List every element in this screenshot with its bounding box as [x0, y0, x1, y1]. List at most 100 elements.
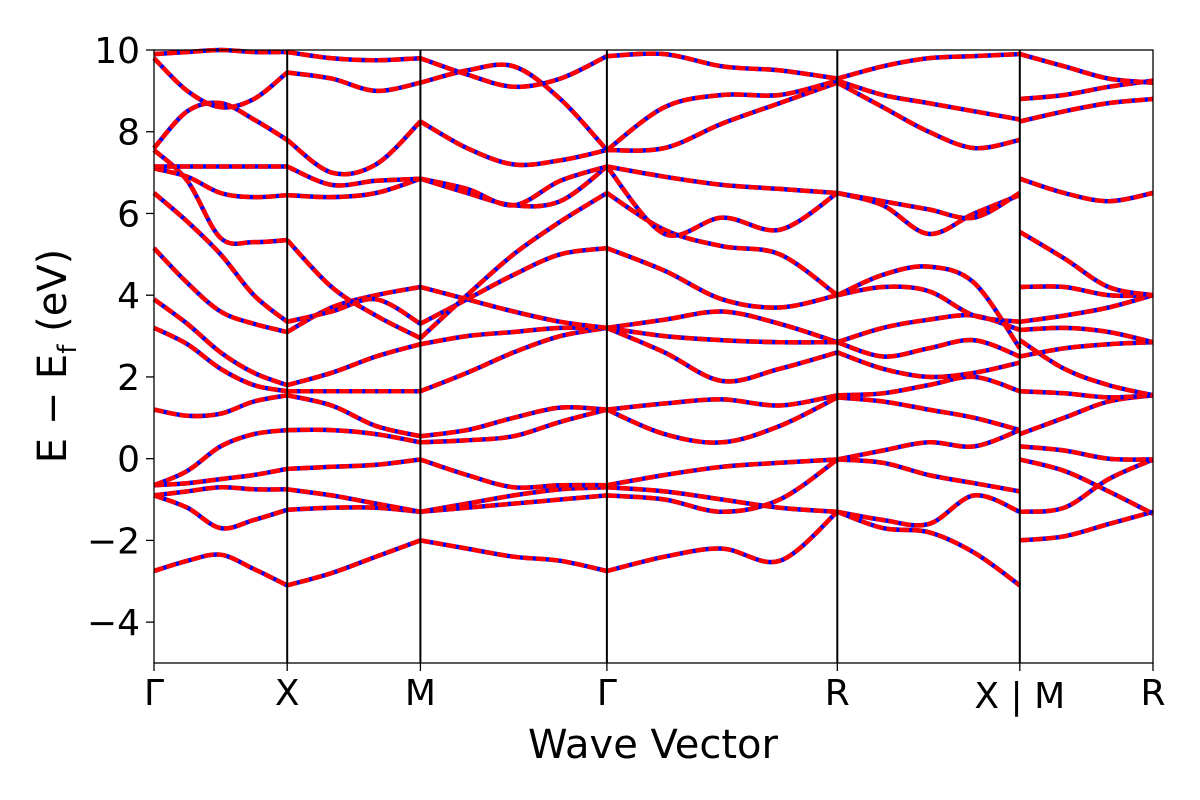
- band-13-segment-3-a: [606, 80, 839, 153]
- band-11-segment-0-a: [153, 166, 288, 200]
- band-11-segment-5-a: [1018, 229, 1154, 298]
- band-9-segment-3-a: [606, 246, 838, 310]
- band-14-segment-3-a: [605, 78, 838, 152]
- band-13-segment-0-a: [152, 100, 289, 150]
- band-1-segment-2-a: [420, 493, 608, 515]
- band-6-segment-4-a: [836, 350, 1021, 380]
- y-tick-label-3: 2: [117, 358, 140, 399]
- band-0-segment-5-b: [1019, 509, 1154, 543]
- band-14-segment-4-a: [836, 78, 1021, 122]
- band-13-segment-4-a: [836, 80, 1021, 151]
- band-12-segment-3-b: [605, 165, 839, 238]
- band-5-segment-3-a: [606, 393, 838, 412]
- band-10-segment-0-a: [152, 148, 288, 246]
- x-axis-ticks: Γ X M Γ R X | M R: [144, 663, 1166, 717]
- band-lines: [152, 47, 1155, 588]
- band-13-segment-1-b: [285, 119, 422, 177]
- x-tick-label-0: Γ: [144, 673, 164, 714]
- band-8-segment-2-a: [419, 284, 608, 331]
- band-8-segment-4-a: [836, 312, 1021, 345]
- band-6-segment-3-b: [606, 325, 838, 384]
- band-7-segment-2-a: [420, 325, 607, 347]
- band-2-segment-4-a: [837, 457, 1021, 494]
- band-13-segment-2-b: [419, 119, 608, 168]
- band-4-segment-1-a: [287, 427, 421, 445]
- x-tick-label-5: X | M: [974, 676, 1065, 717]
- band-0-segment-1-a: [286, 538, 422, 588]
- x-tick-label-6: R: [1140, 673, 1165, 714]
- band-7-segment-1-a: [286, 342, 422, 388]
- band-12-segment-1-a: [286, 164, 421, 188]
- band-3-segment-2-a: [419, 457, 607, 490]
- band-9-segment-0-a: [152, 191, 289, 324]
- band-15-segment-5-a: [1019, 51, 1154, 85]
- band-11-segment-1-a: [287, 176, 422, 200]
- y-tick-label-6: 8: [117, 113, 140, 154]
- band-10-segment-5-a: [1019, 284, 1154, 299]
- band-10-segment-2-b: [418, 191, 609, 340]
- band-1-segment-0-a: [153, 493, 288, 531]
- band-2-segment-5-a: [1019, 457, 1155, 516]
- band-2-segment-2-a: [420, 485, 607, 515]
- band-6-segment-5-a: [1018, 338, 1154, 398]
- band-10-segment-2-a: [418, 191, 609, 340]
- band-8-segment-5-a: [1019, 325, 1154, 345]
- band-6-segment-2-a: [419, 325, 608, 394]
- x-axis-label: Wave Vector: [528, 722, 779, 768]
- band-13-segment-5-a: [1019, 96, 1154, 124]
- band-3-segment-1-a: [287, 457, 421, 472]
- y-tick-label-5: 6: [117, 194, 140, 235]
- band-0-segment-5-a: [1019, 509, 1154, 543]
- band-3-segment-5-a: [1019, 444, 1154, 462]
- plot-frame: [153, 49, 1154, 664]
- band-3-segment-4-a: [836, 427, 1021, 462]
- band-3-segment-0-a: [153, 466, 288, 488]
- band-5-segment-1-a: [286, 393, 421, 439]
- band-15-segment-4-a: [836, 51, 1020, 81]
- band-13-segment-1-a: [285, 119, 422, 177]
- y-axis-ticks: −4 −2 0 2 4 6 8 10: [87, 31, 154, 644]
- band-8-segment-0-a: [152, 246, 288, 335]
- band-5-segment-4-a: [837, 374, 1021, 398]
- band-12-segment-4-a: [836, 190, 1021, 221]
- x-tick-label-2: M: [405, 673, 436, 714]
- high-symmetry-lines: [286, 50, 1021, 663]
- band-7-segment-3-a: [606, 309, 838, 345]
- band-13-segment-2-a: [419, 119, 608, 168]
- band-12-segment-2-a: [419, 164, 608, 208]
- band-4-segment-3-a: [606, 395, 839, 445]
- band-10-segment-4-a: [836, 264, 1022, 350]
- band-12-segment-3-a: [605, 165, 839, 238]
- band-1-segment-3-a: [606, 457, 839, 515]
- band-4-segment-4-b: [837, 395, 1021, 433]
- band-14-segment-2-a: [419, 62, 609, 152]
- band-9-segment-5-a: [1019, 293, 1154, 325]
- y-axis-label-subscript: f: [53, 344, 83, 354]
- band-0-segment-2-a: [420, 538, 608, 574]
- y-axis-label-main: E − E: [30, 354, 76, 464]
- band-11-segment-3-a: [606, 164, 838, 196]
- band-4-segment-0-a: [153, 427, 288, 488]
- band-14-segment-0-b: [152, 56, 289, 110]
- band-1-segment-4-a: [836, 493, 1021, 528]
- band-12-segment-5-a: [1019, 176, 1154, 204]
- band-6-segment-5-b: [1018, 338, 1154, 398]
- band-10-segment-1-a: [285, 238, 422, 341]
- x-tick-label-1: X: [275, 673, 300, 714]
- band-4-segment-2-a: [420, 407, 608, 445]
- band-15-segment-3-a: [606, 51, 838, 81]
- band-0-segment-0-b: [153, 552, 289, 588]
- band-3-segment-3-a: [606, 457, 838, 488]
- band-7-segment-5-a: [1019, 339, 1154, 359]
- band-14-segment-0-a: [152, 56, 289, 110]
- band-15-segment-2-a: [419, 54, 608, 90]
- band-2-segment-1-a: [286, 487, 421, 515]
- band-0-segment-3-a: [606, 510, 839, 574]
- y-axis-label: E − Ef (eV): [30, 249, 83, 464]
- x-tick-label-3: Γ: [597, 673, 617, 714]
- band-14-segment-5-a: [1019, 78, 1154, 102]
- band-5-segment-2-a: [420, 405, 608, 439]
- band-5-segment-0-a: [153, 393, 288, 419]
- band-4-segment-5-a: [1019, 393, 1154, 437]
- band-1-segment-5-a: [1019, 457, 1154, 515]
